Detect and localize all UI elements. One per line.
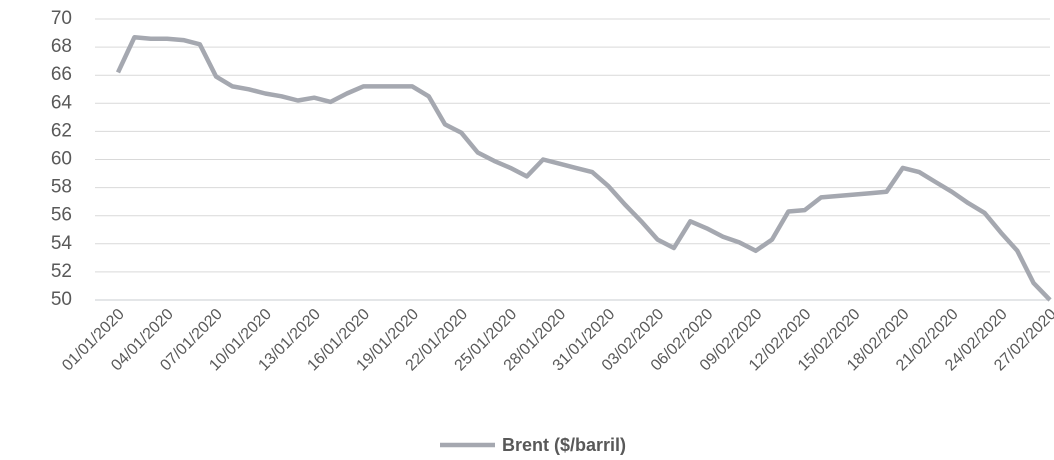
y-tick-label: 52 bbox=[51, 261, 72, 282]
y-tick-label: 64 bbox=[51, 92, 73, 113]
y-tick-label: 56 bbox=[51, 205, 72, 226]
y-tick-label: 58 bbox=[51, 177, 72, 198]
y-tick-label: 66 bbox=[51, 64, 72, 85]
legend-label: Brent ($/barril) bbox=[502, 435, 626, 455]
y-tick-label: 54 bbox=[51, 233, 73, 254]
data-line bbox=[115, 35, 1052, 302]
y-tick-label: 50 bbox=[51, 289, 72, 310]
y-tick-label: 60 bbox=[51, 149, 72, 170]
y-tick-label: 68 bbox=[51, 36, 72, 57]
y-tick-label: 62 bbox=[51, 120, 72, 141]
y-tick-label: 70 bbox=[51, 8, 72, 29]
